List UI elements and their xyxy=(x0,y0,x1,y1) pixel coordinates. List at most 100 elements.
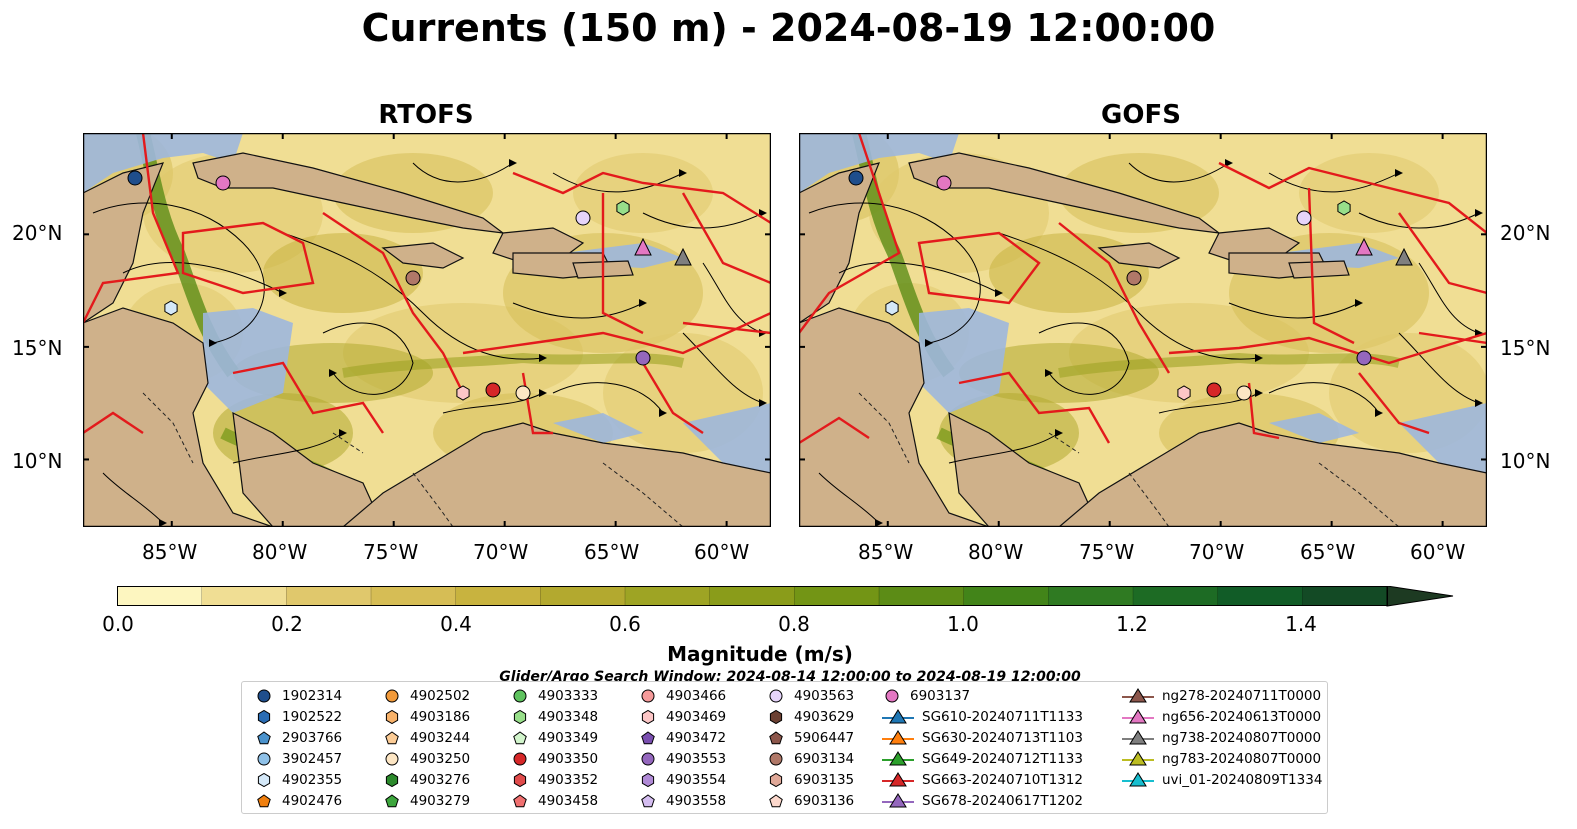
front-contour xyxy=(917,231,1041,305)
lon-label-80w: 80°W xyxy=(968,540,1024,564)
colorbar-tick: 1.2 xyxy=(1116,612,1148,636)
legend-item: 2903766 xyxy=(254,727,342,748)
front-contour xyxy=(83,411,144,434)
legend-item: SG678-20240617T1202 xyxy=(882,790,1083,811)
front-contour xyxy=(1168,331,1487,365)
streamline xyxy=(282,232,544,360)
pentagon-legend-icon xyxy=(513,793,527,807)
circle-legend-icon xyxy=(257,752,271,765)
colorbar-segment xyxy=(455,586,541,606)
hexagon-marker xyxy=(885,300,899,316)
front-contour xyxy=(462,311,771,355)
colorbar-extend-arrow xyxy=(1386,586,1454,607)
triangle-legend-icon xyxy=(882,750,914,765)
country-border xyxy=(1318,462,1400,527)
pentagon-legend-icon xyxy=(257,730,271,744)
circle-marker xyxy=(1236,385,1252,401)
colorbar-segment xyxy=(709,586,795,606)
hexagon-legend-icon xyxy=(769,772,783,787)
legend-item: 4903469 xyxy=(638,706,726,727)
legend-label: SG663-20240710T1312 xyxy=(922,771,1083,788)
legend-label: 4902355 xyxy=(282,771,343,788)
lat-label-15n-right: 15°N xyxy=(1500,336,1551,360)
legend-item: 4902476 xyxy=(254,790,342,811)
colorbar-segment xyxy=(286,586,372,606)
legend-label: 4903186 xyxy=(410,708,471,725)
hexagon-legend-icon xyxy=(385,709,399,724)
strong-current-band xyxy=(1058,352,1401,378)
map-panel-rtofs[interactable] xyxy=(83,133,771,527)
panel-title-rtofs: RTOFS xyxy=(378,100,474,130)
front-contour xyxy=(799,416,870,445)
streamline xyxy=(1268,172,1400,193)
streamline-arrow xyxy=(539,354,547,362)
circle-marker xyxy=(1126,270,1142,286)
front-contour xyxy=(83,133,180,324)
legend-label: 4903250 xyxy=(410,750,471,767)
front-contour xyxy=(1058,222,1171,374)
front-contour xyxy=(1358,372,1430,435)
front-contour xyxy=(682,321,771,335)
colorbar-segment xyxy=(625,586,711,606)
legend-item: 4903349 xyxy=(510,727,598,748)
front-contour xyxy=(641,362,704,434)
circle-marker xyxy=(127,170,143,186)
circle-legend-icon xyxy=(885,689,899,702)
current-speed-patch xyxy=(573,153,713,233)
circle-legend-icon xyxy=(769,752,783,765)
streamline-arrow xyxy=(1475,399,1483,407)
legend-label: 4903629 xyxy=(794,708,855,725)
panel-title-gofs: GOFS xyxy=(1101,100,1181,130)
legend-label: 4903553 xyxy=(666,750,727,767)
colorbar-tick: 1.0 xyxy=(947,612,979,636)
legend-item: ng738-20240807T0000 xyxy=(1122,727,1321,748)
pentagon-legend-icon xyxy=(513,730,527,744)
current-speed-patch xyxy=(1299,153,1439,233)
map-panel-gofs[interactable] xyxy=(799,133,1487,527)
country-border xyxy=(412,472,454,527)
legend-item: 4903629 xyxy=(766,706,854,727)
streamline xyxy=(92,202,265,344)
streamline xyxy=(818,472,880,524)
streamline xyxy=(838,262,1000,294)
streamline-arrow xyxy=(1255,389,1263,397)
legend-label: ng278-20240711T0000 xyxy=(1162,687,1322,704)
colorbar-segment xyxy=(879,586,965,606)
legend-item: SG630-20240713T1103 xyxy=(882,727,1083,748)
legend-item: 4903553 xyxy=(638,748,726,769)
streamline-arrow xyxy=(509,159,517,167)
hexagon-legend-icon xyxy=(257,709,271,724)
legend-item: 4903250 xyxy=(382,748,470,769)
legend-item: 6903137 xyxy=(882,685,970,706)
legend-item: 1902522 xyxy=(254,706,342,727)
circle-legend-icon xyxy=(257,689,271,702)
legend-label: 1902314 xyxy=(282,687,343,704)
circle-marker xyxy=(485,382,501,398)
colorbar-tick: 0.6 xyxy=(609,612,641,636)
pentagon-legend-icon xyxy=(769,730,783,744)
hexagon-marker xyxy=(1177,385,1191,401)
colorbar-segment xyxy=(1302,586,1388,606)
streamline-arrow xyxy=(1055,429,1063,437)
map-frame xyxy=(799,133,1487,527)
colorbar-segment xyxy=(794,586,880,606)
legend-label: SG678-20240617T1202 xyxy=(922,792,1083,809)
streamline-arrow xyxy=(639,299,647,307)
colorbar-tick: 0.4 xyxy=(440,612,472,636)
land-mass xyxy=(83,307,274,527)
streamline xyxy=(682,332,764,404)
streamline-arrow xyxy=(1375,409,1383,417)
front-contour xyxy=(681,192,771,285)
country-border xyxy=(858,392,910,464)
colorbar-tick: 0.2 xyxy=(271,612,303,636)
triangle-legend-icon xyxy=(882,708,914,723)
pentagon-legend-icon xyxy=(257,793,271,807)
triangle-legend-icon xyxy=(1122,750,1154,765)
front-contour xyxy=(1218,161,1487,234)
colorbar-tick: 1.4 xyxy=(1285,612,1317,636)
legend-item: uvi_01-20240809T1334 xyxy=(1122,769,1322,790)
front-contour xyxy=(512,171,771,225)
circle-marker xyxy=(936,175,952,191)
colorbar-frame xyxy=(117,586,1388,606)
legend-label: 2903766 xyxy=(282,729,343,746)
